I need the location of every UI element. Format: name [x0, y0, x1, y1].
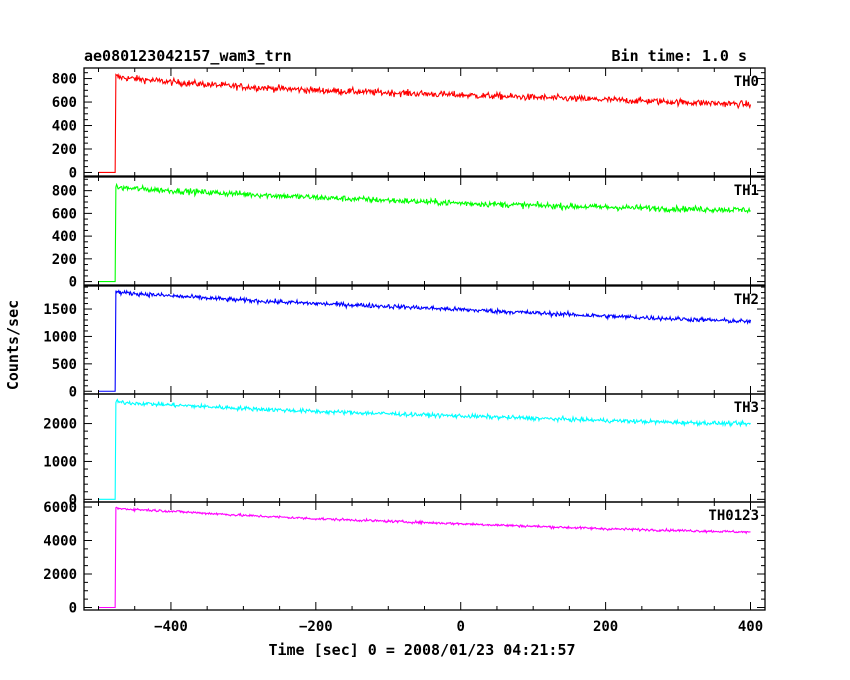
panel-th0123: 0 2000 4000 6000 TH0123	[43, 500, 766, 616]
series-line-th0123	[98, 506, 751, 609]
panel-th2: 0 500 1000 1500 TH2	[43, 285, 766, 400]
panel-label-th1: TH1	[734, 183, 759, 199]
panel-th0: 0 200 400 600 800 TH0	[52, 67, 766, 181]
y-tick-label: 400	[52, 119, 77, 135]
y-tick-label: 1500	[43, 302, 77, 318]
panel-th1: 0 200 400 600 800 TH1	[52, 176, 766, 291]
panel-label-th3: TH3	[734, 400, 759, 416]
panels-group: 0 200 400 600 800 TH0 0 200 400 600 800 TH1 0 500 1000…	[43, 67, 766, 635]
y-tick-label: 0	[69, 384, 77, 400]
y-tick-label: 0	[69, 165, 77, 181]
series-line-th2	[98, 289, 752, 392]
y-tick-label: 600	[52, 206, 77, 222]
series-line-th1	[98, 182, 751, 283]
x-tick-label: 400	[738, 619, 763, 635]
y-tick-label: 1000	[43, 329, 77, 345]
bin-time-label: Bin time: 1.0 s	[612, 47, 747, 65]
y-tick-label: 0	[69, 275, 77, 291]
y-tick-label: 500	[52, 357, 77, 373]
y-tick-label: 800	[52, 184, 77, 200]
panel-label-th0: TH0	[734, 74, 759, 90]
x-tick-label: 0	[457, 619, 465, 635]
y-tick-label: 400	[52, 229, 77, 245]
panel-frame	[83, 285, 766, 395]
panel-frame	[83, 67, 766, 177]
y-axis-label: Counts/sec	[4, 300, 22, 390]
chart-title: ae080123042157_wam3_trn	[84, 47, 292, 65]
y-tick-label: 800	[52, 72, 77, 88]
y-tick-label: 200	[52, 252, 77, 268]
y-tick-label: 6000	[43, 500, 77, 516]
panel-label-th0123: TH0123	[708, 508, 759, 524]
x-tick-label: 200	[593, 619, 618, 635]
y-tick-label: 0	[69, 492, 77, 508]
y-tick-label: 200	[52, 142, 77, 158]
series-line-th3	[98, 398, 751, 500]
y-tick-label: 0	[69, 600, 77, 616]
x-axis-label: Time [sec] 0 = 2008/01/23 04:21:57	[268, 641, 575, 659]
panel-frame	[83, 501, 766, 611]
y-tick-label: 1000	[43, 454, 77, 470]
panel-th3: 0 1000 2000 TH3	[43, 393, 766, 508]
panel-frame	[83, 176, 766, 286]
y-tick-label: 2000	[43, 417, 77, 433]
x-tick-label: −400	[154, 619, 188, 635]
y-tick-label: 600	[52, 95, 77, 111]
x-tick-label: −200	[299, 619, 333, 635]
y-tick-label: 4000	[43, 534, 77, 550]
panel-frame	[83, 393, 766, 503]
y-tick-label: 2000	[43, 567, 77, 583]
panel-label-th2: TH2	[734, 292, 759, 308]
series-line-th0	[98, 72, 752, 174]
